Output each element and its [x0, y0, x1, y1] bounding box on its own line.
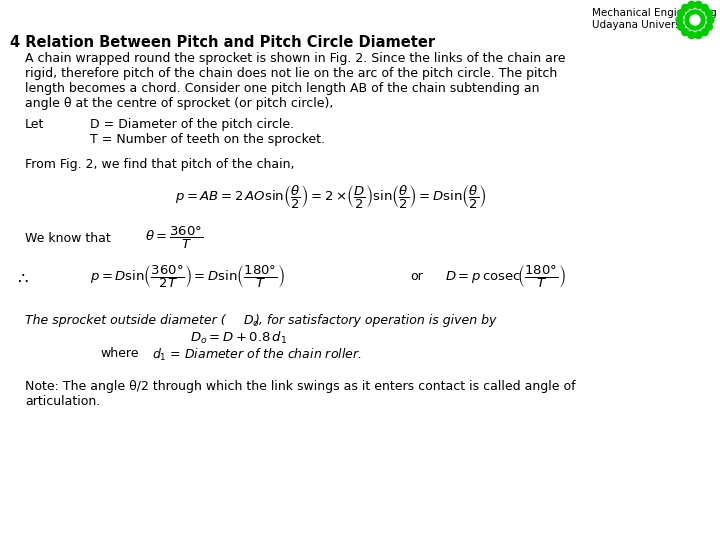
Circle shape: [682, 29, 689, 36]
Circle shape: [688, 32, 695, 39]
Text: A chain wrapped round the sprocket is shown in Fig. 2. Since the links of the ch: A chain wrapped round the sprocket is sh…: [25, 52, 565, 65]
Circle shape: [682, 7, 708, 33]
Text: ), for satisfactory operation is given by: ), for satisfactory operation is given b…: [255, 314, 498, 327]
Text: $D_o$: $D_o$: [243, 314, 260, 329]
Circle shape: [678, 10, 685, 17]
Text: From Fig. 2, we find that pitch of the chain,: From Fig. 2, we find that pitch of the c…: [25, 158, 294, 171]
Text: D = Diameter of the pitch circle.: D = Diameter of the pitch circle.: [90, 118, 294, 131]
Text: 4 Relation Between Pitch and Pitch Circle Diameter: 4 Relation Between Pitch and Pitch Circl…: [10, 35, 435, 50]
Circle shape: [678, 23, 685, 30]
Text: articulation.: articulation.: [25, 395, 100, 408]
Circle shape: [695, 32, 702, 39]
Circle shape: [682, 4, 689, 11]
Text: Udayana University: Udayana University: [592, 20, 694, 30]
Circle shape: [690, 15, 700, 25]
Text: ∴: ∴: [18, 270, 29, 288]
Circle shape: [701, 29, 708, 36]
Text: angle θ at the centre of sprocket (or pitch circle),: angle θ at the centre of sprocket (or pi…: [25, 97, 333, 110]
Circle shape: [701, 4, 708, 11]
Text: Note: The angle θ/2 through which the link swings as it enters contact is called: Note: The angle θ/2 through which the li…: [25, 380, 575, 393]
Text: length becomes a chord. Consider one pitch length AB of the chain subtending an: length becomes a chord. Consider one pit…: [25, 82, 539, 95]
Text: $\theta = \dfrac{360°}{T}$: $\theta = \dfrac{360°}{T}$: [145, 225, 203, 251]
Text: The sprocket outside diameter (: The sprocket outside diameter (: [25, 314, 225, 327]
Text: $d_1$ = Diameter of the chain roller.: $d_1$ = Diameter of the chain roller.: [152, 347, 362, 363]
Text: $p = AB = 2\,AO\sin\!\left(\dfrac{\theta}{2}\right)= 2\times\!\left(\dfrac{D}{2}: $p = AB = 2\,AO\sin\!\left(\dfrac{\theta…: [175, 184, 487, 211]
Circle shape: [695, 2, 702, 9]
Text: $p = D\sin\!\left(\dfrac{360°}{2T}\right) = D\sin\!\left(\dfrac{180°}{T}\right)$: $p = D\sin\!\left(\dfrac{360°}{2T}\right…: [90, 262, 285, 289]
Text: Let: Let: [25, 118, 45, 131]
Circle shape: [706, 23, 713, 30]
Text: or: or: [410, 270, 423, 283]
Text: $D_o = D + 0.8\,d_1$: $D_o = D + 0.8\,d_1$: [190, 330, 287, 346]
Circle shape: [688, 2, 695, 9]
Text: Mechanical Engineering: Mechanical Engineering: [592, 8, 716, 18]
Text: where: where: [100, 347, 138, 360]
Text: T = Number of teeth on the sprocket.: T = Number of teeth on the sprocket.: [90, 133, 325, 146]
Circle shape: [707, 17, 714, 24]
Text: $D = p\,\mathrm{cosec}\!\left(\dfrac{180°}{T}\right)$: $D = p\,\mathrm{cosec}\!\left(\dfrac{180…: [445, 262, 566, 289]
Circle shape: [676, 17, 683, 24]
Circle shape: [706, 10, 713, 17]
Text: rigid, therefore pitch of the chain does not lie on the arc of the pitch circle.: rigid, therefore pitch of the chain does…: [25, 67, 557, 80]
Circle shape: [685, 10, 705, 30]
Text: We know that: We know that: [25, 232, 111, 245]
Circle shape: [678, 3, 712, 37]
